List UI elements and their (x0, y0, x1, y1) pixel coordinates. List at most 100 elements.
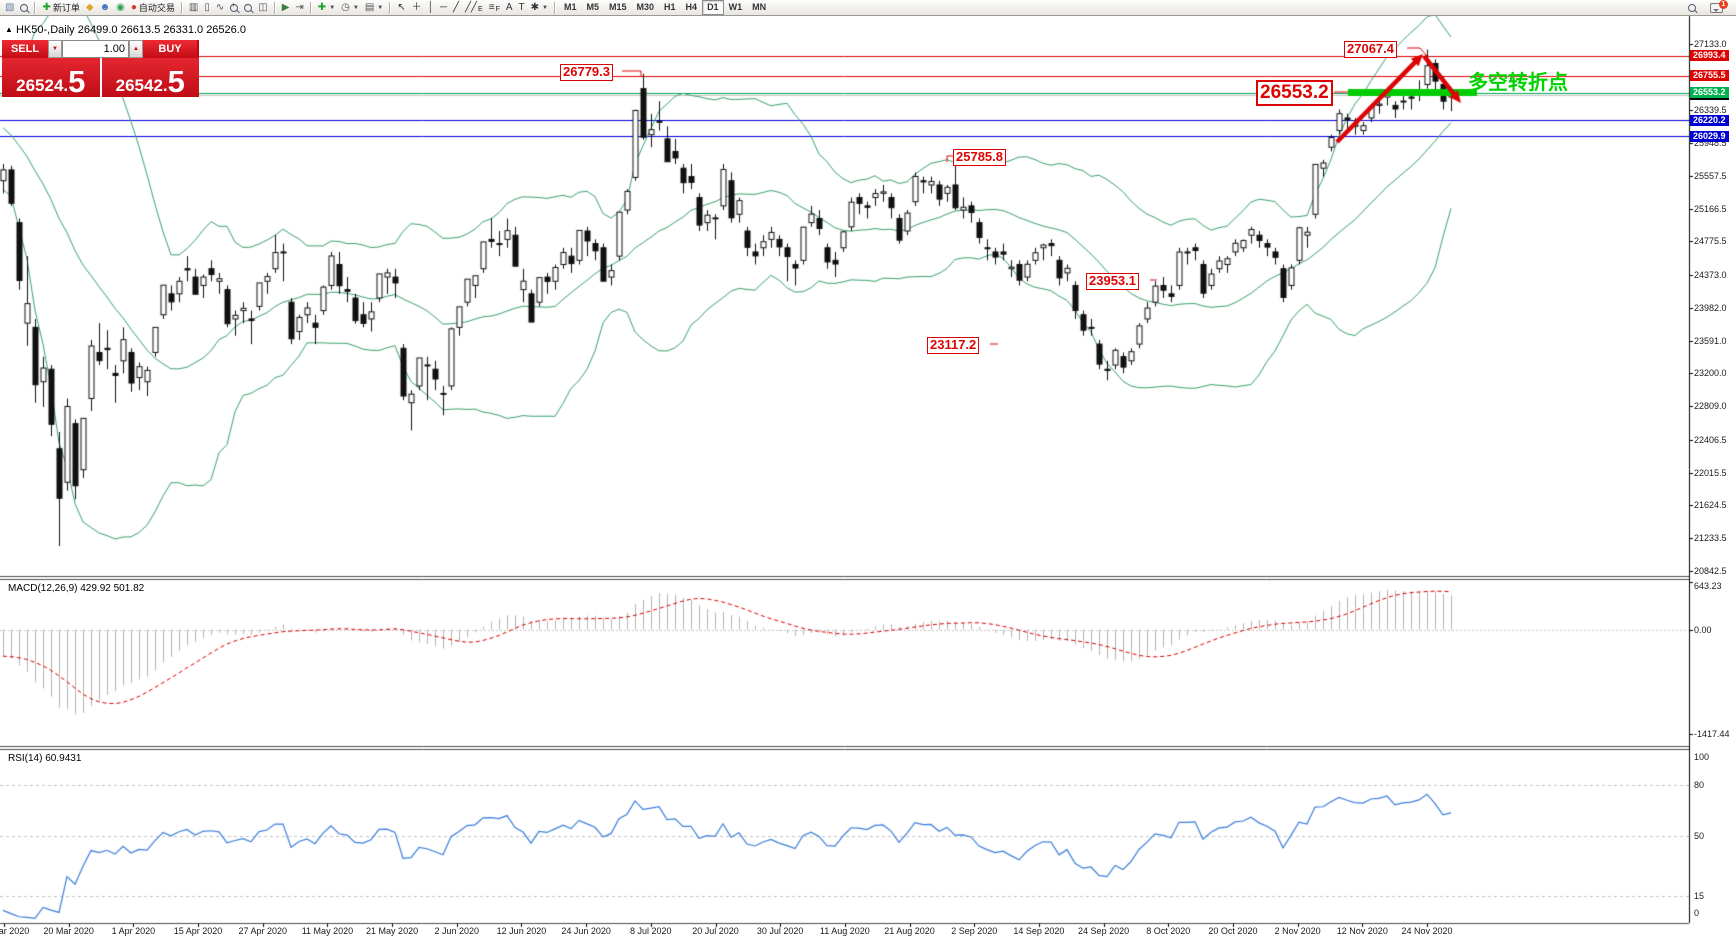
timeframe-button-mn[interactable]: MN (752, 2, 767, 12)
toolbar: ▧ ✚ 新订单 ◆ ☻ ◉ ● 自动交易 ▥ ▯ ∿ + - ◫ ▶ ⇥ ✚ ▼ ◷ ▼ ▤ ▼ ↖ ＋ │ ─ ╱ ╱╱ E ≡ F A T ✱… (0, 0, 1736, 16)
vertical-line-icon[interactable]: │ (425, 1, 437, 15)
tile-windows-icon[interactable]: ◫ (255, 1, 270, 15)
new-chart-icon[interactable]: ▧ (2, 1, 17, 15)
toolbar-group: ▥ ▯ ∿ + - ◫ (186, 0, 271, 16)
text-label-icon[interactable]: T (516, 1, 528, 15)
y-axis-tick-label: 23200.0 (1694, 368, 1727, 379)
pivot-annotation-text: 多空转折点 (1468, 72, 1568, 94)
fibonacci-icon[interactable]: ≡ F (486, 1, 503, 15)
candlestick-chart-icon[interactable]: ▯ (201, 1, 213, 15)
timeframe-button-m5[interactable]: M5 (586, 2, 599, 12)
x-axis-date-label: 30 Jul 2020 (756, 926, 804, 936)
notifications-icon[interactable]: 1 (1707, 0, 1728, 15)
auto-trading-button[interactable]: ● 自动交易 (128, 1, 178, 15)
y-axis-tick-label: 25166.5 (1694, 203, 1727, 214)
x-axis-date-label: 12 Nov 2020 (1336, 926, 1388, 936)
volume-input[interactable] (62, 40, 129, 58)
indicators-icon[interactable]: ✚ ▼ (315, 1, 338, 15)
text-label-icon-glyph: T (518, 1, 525, 13)
x-axis-date-label: 20 Mar 2020 (43, 926, 94, 936)
bars-chart-icon[interactable]: ▥ (186, 1, 201, 15)
toolbar-divider (273, 1, 276, 14)
rsi-axis-label: 0 (1694, 908, 1700, 918)
text-icon[interactable]: A (503, 1, 516, 15)
toolbar-divider (34, 1, 37, 14)
chart-shift-icon[interactable]: ⇥ (292, 1, 306, 15)
timeframe-button-m30[interactable]: M30 (636, 2, 655, 12)
x-axis-date-label: 2 Sep 2020 (951, 926, 998, 936)
toolbar-group: ✚ 新订单 ◆ ☻ ◉ ● 自动交易 (39, 0, 177, 16)
templates-icon[interactable]: ▤ ▼ (362, 1, 386, 15)
timeframe-button-w1[interactable]: W1 (728, 2, 743, 12)
community-icon[interactable]: ☻ (97, 1, 114, 15)
volume-up-button[interactable]: ▲ (129, 40, 143, 58)
line-chart-icon[interactable]: ∿ (213, 1, 227, 15)
channel-icon[interactable]: ╱╱ E (462, 1, 486, 15)
macd-axis-label: 0.00 (1694, 624, 1712, 635)
y-axis-tick-label: 26339.5 (1694, 105, 1727, 116)
chevron-down-icon: ▼ (542, 4, 548, 11)
x-axis-date-label: 1 Apr 2020 (111, 926, 156, 936)
annotation-price-tag: 23953.1 (1086, 273, 1139, 290)
new-order-button[interactable]: ✚ 新订单 (39, 1, 82, 15)
tile-windows-icon-glyph: ◫ (258, 1, 268, 13)
toolbar-divider (180, 1, 183, 14)
horizontal-line-icon-glyph: ─ (439, 1, 447, 13)
x-axis-date-label: 2 Nov 2020 (1274, 926, 1321, 936)
auto-scroll-icon-glyph: ▶ (281, 1, 290, 13)
x-axis-date-label: 10 Mar 2020 (0, 926, 30, 936)
horizontal-line-icon[interactable]: ─ (437, 1, 450, 15)
cursor-icon[interactable]: ↖ (394, 1, 408, 15)
new-chart-icon-glyph: ▧ (5, 1, 15, 13)
search-icon[interactable] (1685, 1, 1699, 15)
rsi-axis-label: 15 (1694, 890, 1705, 901)
signal-icon[interactable]: ◉ (113, 1, 128, 15)
y-axis-tick-label: 23982.0 (1694, 302, 1727, 313)
bid-main: 26524. (16, 76, 69, 95)
zoom-out-icon[interactable]: - (241, 1, 255, 15)
ask-price[interactable]: 26542. 5 (101, 58, 199, 97)
timeframe-button-m15[interactable]: M15 (609, 2, 627, 12)
y-axis-tick-label: 22015.5 (1694, 467, 1727, 478)
toolbar-group: ▧ (2, 0, 31, 16)
price-level-tag: 26220.2 (1690, 114, 1729, 126)
trendline-icon[interactable]: ╱ (450, 1, 462, 15)
timeframe-button-m1[interactable]: M1 (563, 2, 577, 12)
toolbar-right: 1 (1685, 0, 1734, 15)
x-axis-date-label: 27 Apr 2020 (238, 926, 287, 936)
zoom-in-icon[interactable]: + (227, 1, 241, 15)
collapse-icon[interactable]: ▲ (5, 25, 13, 34)
x-axis-date-label: 24 Jun 2020 (561, 926, 611, 936)
x-axis-date-label: 12 Jun 2020 (496, 926, 547, 936)
timeframe-button-h4[interactable]: H4 (685, 2, 698, 12)
volume-down-button[interactable]: ▼ (48, 40, 62, 58)
buy-button[interactable]: BUY (143, 40, 197, 58)
bid-price[interactable]: 26524. 5 (2, 58, 100, 97)
timeframe-button-d1[interactable]: D1 (702, 0, 724, 15)
indicators-icon-glyph: ✚ (317, 1, 327, 13)
sell-button[interactable]: SELL (2, 40, 48, 58)
x-axis-date-label: 11 May 2020 (301, 926, 354, 936)
chart-profiles-icon[interactable] (17, 1, 31, 15)
y-axis-tick-label: 25948.5 (1694, 138, 1727, 149)
price-level-tag: 26755.5 (1690, 70, 1729, 82)
crosshair-icon[interactable]: ＋ (409, 1, 425, 15)
y-axis-tick-label: 20842.5 (1694, 565, 1727, 576)
macd-axis-label: -1417.44 (1694, 729, 1730, 740)
periods-icon[interactable]: ◷ ▼ (338, 1, 362, 15)
auto-scroll-icon[interactable]: ▶ (279, 1, 293, 15)
price-level-tag: 26553.2 (1690, 87, 1729, 99)
y-axis-tick-label: 27133.0 (1694, 39, 1727, 49)
x-axis-date-label: 11 Aug 2020 (819, 926, 870, 936)
rsi-axis-label: 80 (1694, 780, 1705, 790)
arrows-icon[interactable]: ✱ ▼ (528, 1, 551, 15)
channel-icon-glyph: ╱╱ (465, 1, 478, 13)
x-axis-date-label: 24 Nov 2020 (1401, 926, 1453, 936)
zoom-out-icon: - (244, 2, 253, 12)
timeframe-button-h1[interactable]: H1 (664, 2, 676, 12)
x-axis-date-label: 24 Sep 2020 (1078, 926, 1130, 936)
x-axis-date-label: 8 Oct 2020 (1146, 926, 1191, 936)
y-axis-tick-label: 23591.0 (1694, 335, 1727, 346)
gold-icon[interactable]: ◆ (83, 1, 97, 15)
